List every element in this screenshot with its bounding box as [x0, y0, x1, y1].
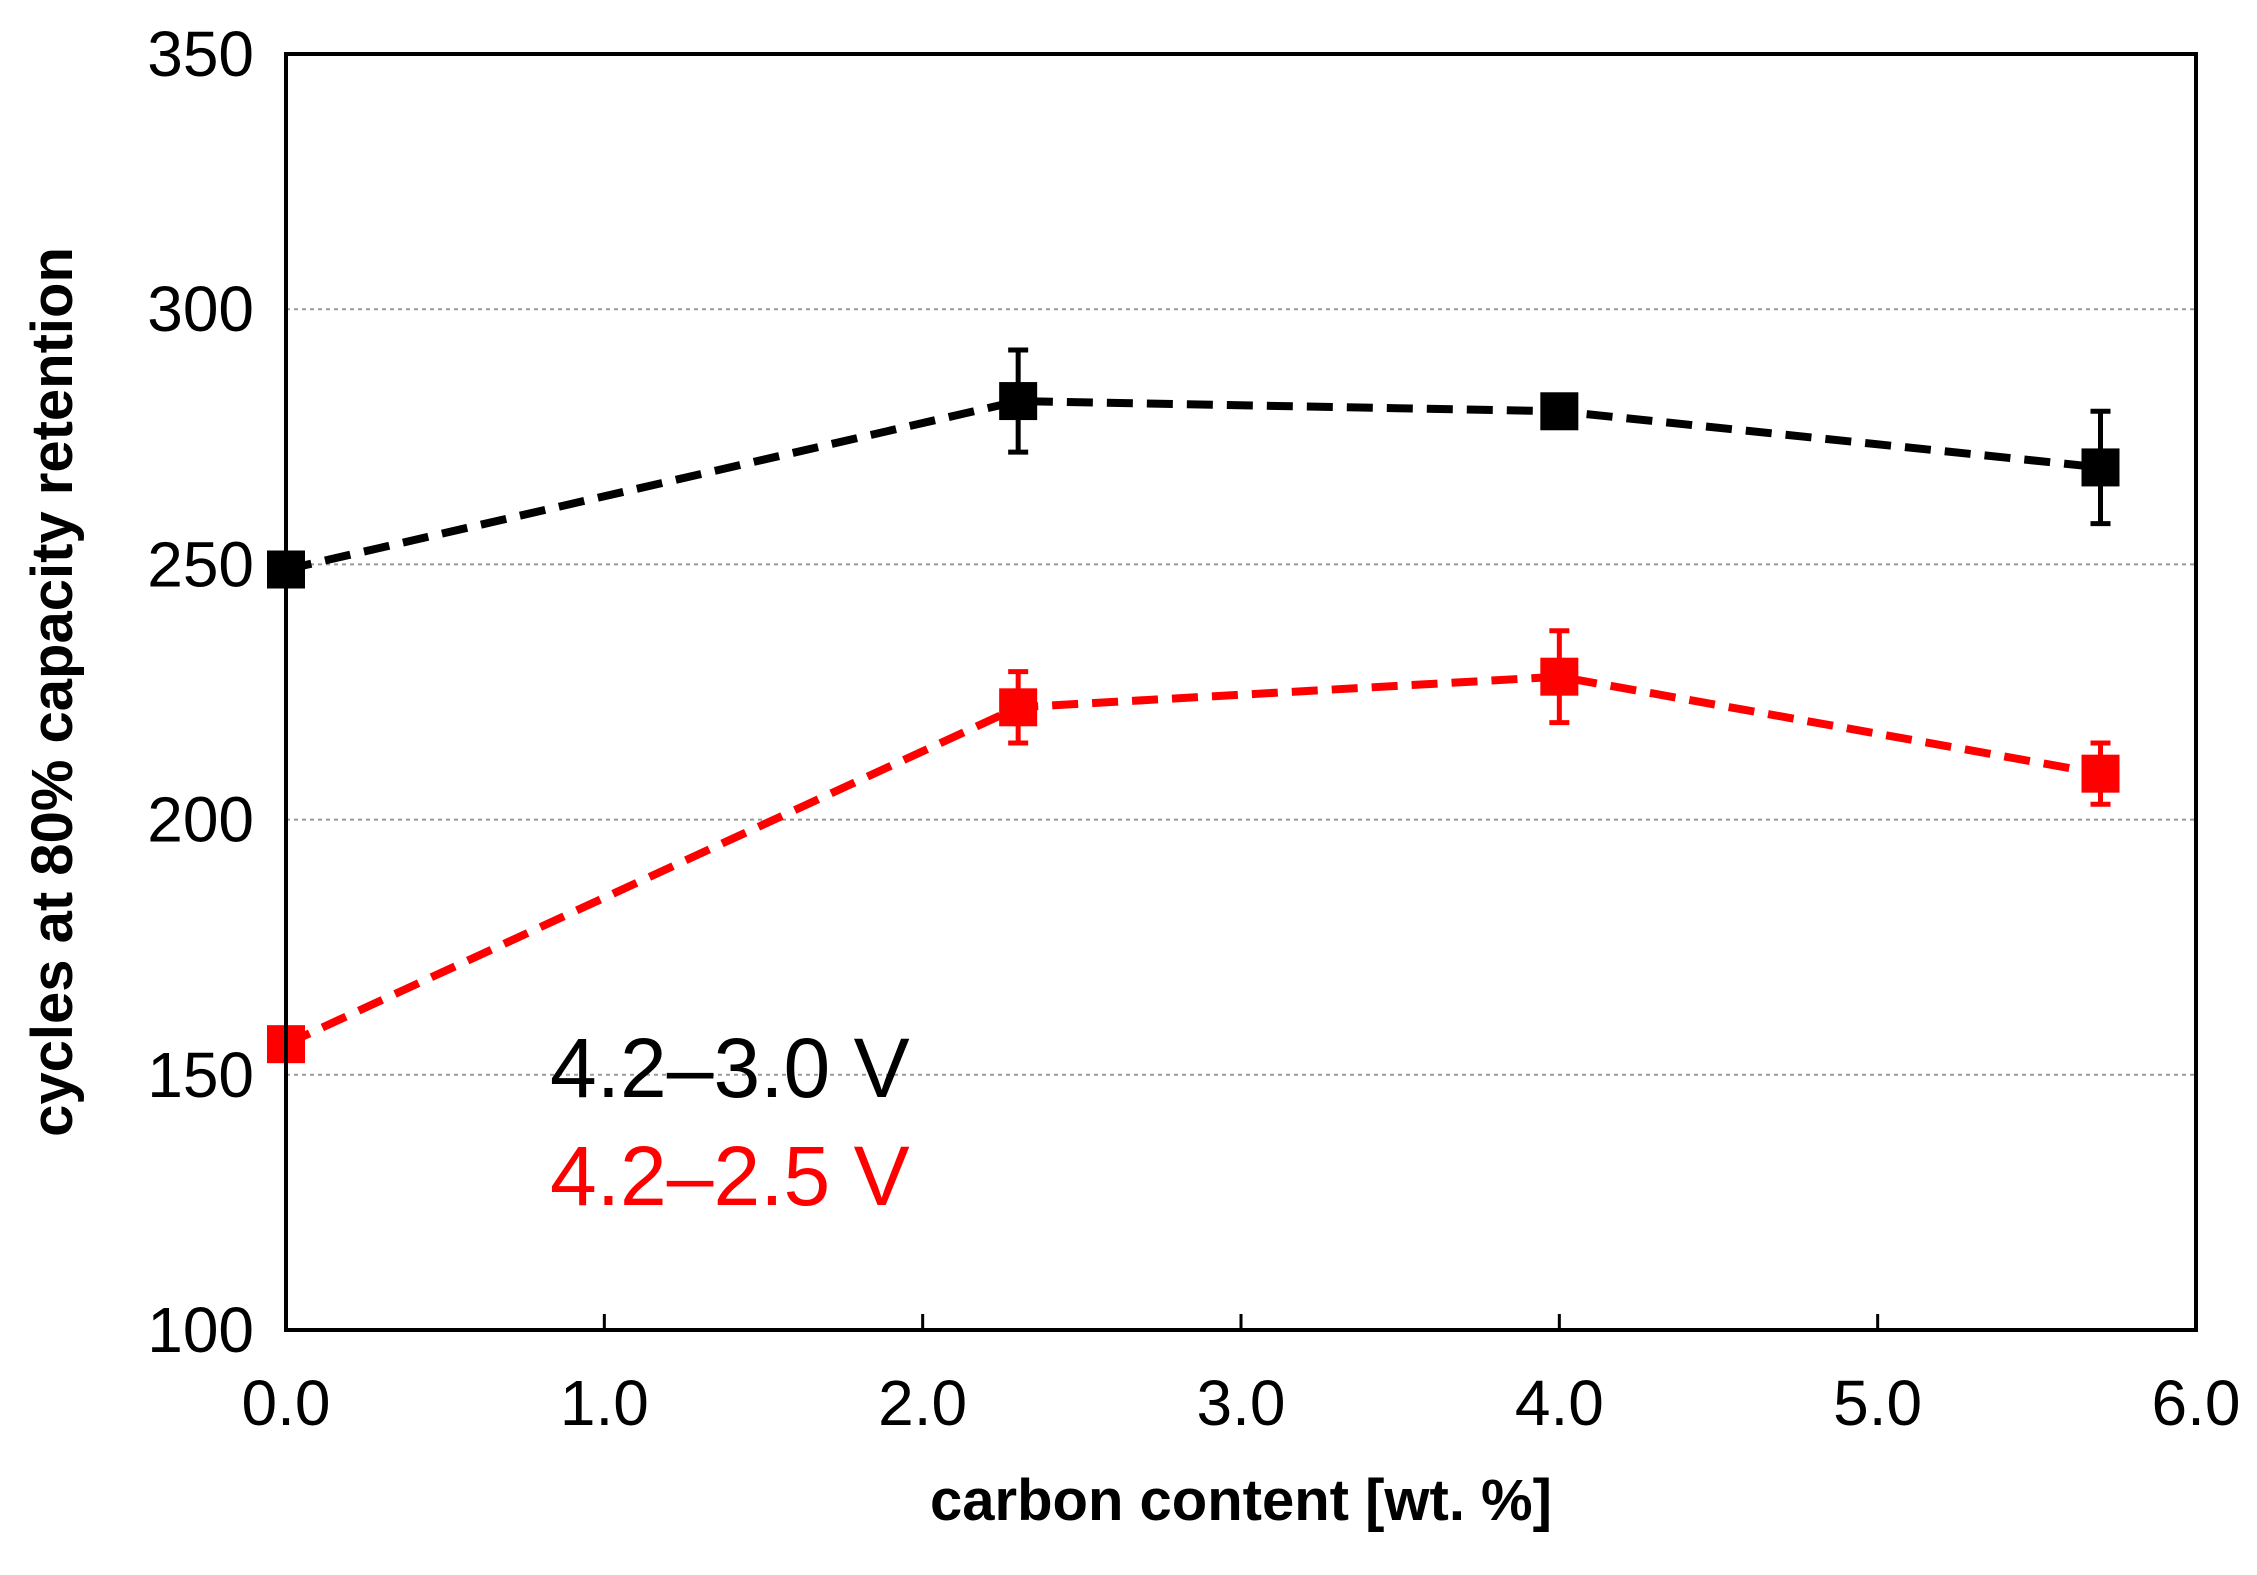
series-1 [267, 347, 2120, 589]
series-2 [267, 628, 2120, 1064]
data-point [2081, 754, 2120, 793]
x-tick-label: 3.0 [1197, 1367, 1286, 1439]
data-point [1540, 657, 1579, 696]
data-point [1540, 392, 1579, 431]
y-tick-label: 200 [147, 784, 254, 856]
y-tick-label: 350 [147, 18, 254, 90]
y-tick-label: 150 [147, 1039, 254, 1111]
y-tick-label: 300 [147, 273, 254, 345]
y-tick-label: 250 [147, 528, 254, 600]
x-tick-label: 2.0 [878, 1367, 967, 1439]
series-line [284, 672, 2102, 1048]
x-axis-ticks: 0.0 1.0 2.0 3.0 4.0 5.0 6.0 [242, 1314, 2241, 1439]
data-point [999, 382, 1038, 421]
x-tick-label: 5.0 [1833, 1367, 1922, 1439]
legend-entry: 4.2–3.0 V [550, 1021, 910, 1115]
x-tick-label: 6.0 [2152, 1367, 2241, 1439]
grid-lines [286, 308, 2196, 1076]
data-point [2081, 448, 2120, 487]
data-point [999, 688, 1038, 727]
legend-entry: 4.2–2.5 V [550, 1129, 910, 1223]
plot-area-frame [284, 52, 2198, 1332]
legend: 4.2–3.0 V 4.2–2.5 V [550, 1021, 910, 1223]
x-tick-label: 1.0 [560, 1367, 649, 1439]
y-tick-label: 100 [147, 1294, 254, 1366]
x-tick-label: 4.0 [1515, 1367, 1604, 1439]
x-axis-title: carbon content [wt. %] [930, 1468, 1552, 1533]
series-line [285, 397, 2101, 574]
data-series [267, 347, 2120, 1064]
x-tick-label: 0.0 [242, 1367, 331, 1439]
y-axis-ticks: 100 150 200 250 300 350 [147, 18, 254, 1366]
y-axis-title: cycles at 80% capacity retention [20, 247, 85, 1137]
